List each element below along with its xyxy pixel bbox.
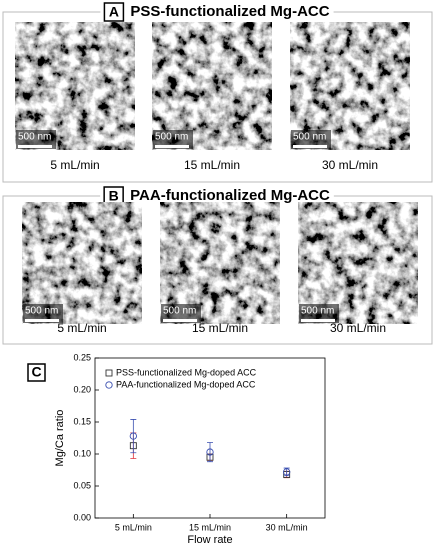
data-point (129, 432, 137, 440)
scale-bar (18, 145, 52, 148)
image-caption: 5 mL/min (50, 158, 99, 172)
legend-marker (105, 381, 113, 389)
panel-title: PSS-functionalized Mg-ACC (130, 3, 329, 20)
y-tick-label: 0.15 (73, 416, 91, 426)
data-point (283, 468, 291, 476)
image-caption: 30 mL/min (322, 158, 378, 172)
image-caption: 5 mL/min (57, 321, 106, 335)
scale-bar (155, 145, 189, 148)
letter-box (103, 2, 125, 22)
scale-bar (25, 319, 59, 322)
x-tick-label: 5 mL/min (115, 522, 152, 532)
sem-image (160, 202, 280, 324)
legend-label: PAA-functionalized Mg-doped ACC (116, 379, 256, 389)
panel-letter: A (109, 4, 119, 20)
error-bar (130, 419, 137, 454)
scale-bg (299, 304, 339, 323)
title-bg (100, 186, 334, 206)
legend-marker (105, 369, 113, 377)
scale-bg (153, 130, 193, 149)
panel-letter: C (31, 364, 41, 380)
y-axis-label: Mg/Ca ratio (54, 410, 66, 467)
y-tick-label: 0.10 (73, 448, 91, 458)
image-caption: 15 mL/min (184, 158, 240, 172)
y-tick-label: 0.25 (73, 352, 91, 362)
scale-bg (161, 304, 201, 323)
scale-bg (291, 130, 331, 149)
scale-bg (16, 130, 56, 149)
sem-image (22, 202, 142, 324)
scale-bar-label: 500 nm (293, 132, 326, 143)
x-tick-label: 15 mL/min (189, 522, 231, 532)
panel-letter: B (109, 188, 119, 204)
image-caption: 15 mL/min (192, 321, 248, 335)
scale-bar-label: 500 nm (155, 132, 188, 143)
y-tick-label: 0.00 (73, 512, 91, 522)
scale-bar-label: 500 nm (18, 132, 51, 143)
panel-title: PAA-functionalized Mg-ACC (130, 187, 330, 204)
image-caption: 30 mL/min (330, 321, 386, 335)
scale-bar-label: 500 nm (25, 306, 58, 317)
scale-bar-label: 500 nm (163, 306, 196, 317)
error-bar (207, 442, 213, 463)
letter-box (27, 363, 46, 382)
scale-bar-label: 500 nm (301, 306, 334, 317)
sem-image (290, 22, 410, 150)
x-tick-label: 30 mL/min (266, 522, 308, 532)
sem-image (15, 22, 135, 150)
x-axis-label: Flow rate (187, 534, 232, 546)
y-tick-label: 0.05 (73, 480, 91, 490)
scale-bar (293, 145, 327, 148)
scale-bg (23, 304, 63, 323)
scale-bar (163, 319, 197, 322)
data-point (206, 448, 214, 456)
scale-bar (301, 319, 335, 322)
sem-image (152, 22, 272, 150)
y-tick-label: 0.20 (73, 384, 91, 394)
title-bg (100, 2, 334, 22)
sem-image (298, 202, 418, 324)
error-bar (283, 467, 290, 477)
legend-label: PSS-functionalized Mg-doped ACC (116, 367, 257, 377)
